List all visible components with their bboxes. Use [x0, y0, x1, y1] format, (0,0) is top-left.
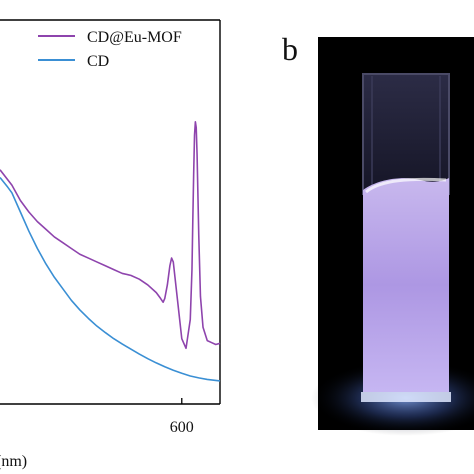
meniscus [365, 177, 447, 194]
plot-frame [0, 19, 221, 405]
cuvette-base [361, 392, 451, 402]
legend-label-cd-eu-mof: CD@Eu-MOF [87, 29, 182, 46]
cuvette-liquid [363, 178, 449, 392]
legend-entry-cd-eu-mof: CD@Eu-MOF [38, 29, 182, 46]
panel-label-b: b [282, 31, 298, 67]
legend-entry-cd: CD [38, 53, 109, 70]
x-tick-label-600: 600 [170, 419, 194, 436]
legend-label-cd: CD [87, 53, 109, 70]
series-line-cd-eu-mof [0, 120, 221, 350]
chart-panel: 600 (nm) CD@Eu-MOF CD [0, 19, 221, 470]
x-ticks: 600 [170, 398, 194, 436]
cuvette-glass [362, 73, 450, 195]
series-line-cd [0, 176, 221, 382]
x-axis-label: (nm) [0, 453, 27, 470]
cuvette-photo [311, 37, 474, 436]
x-axis-label-text: (nm) [0, 453, 27, 470]
photo-panel: b [282, 31, 474, 436]
series-layer [0, 120, 221, 382]
legend: CD@Eu-MOF CD [38, 29, 182, 70]
